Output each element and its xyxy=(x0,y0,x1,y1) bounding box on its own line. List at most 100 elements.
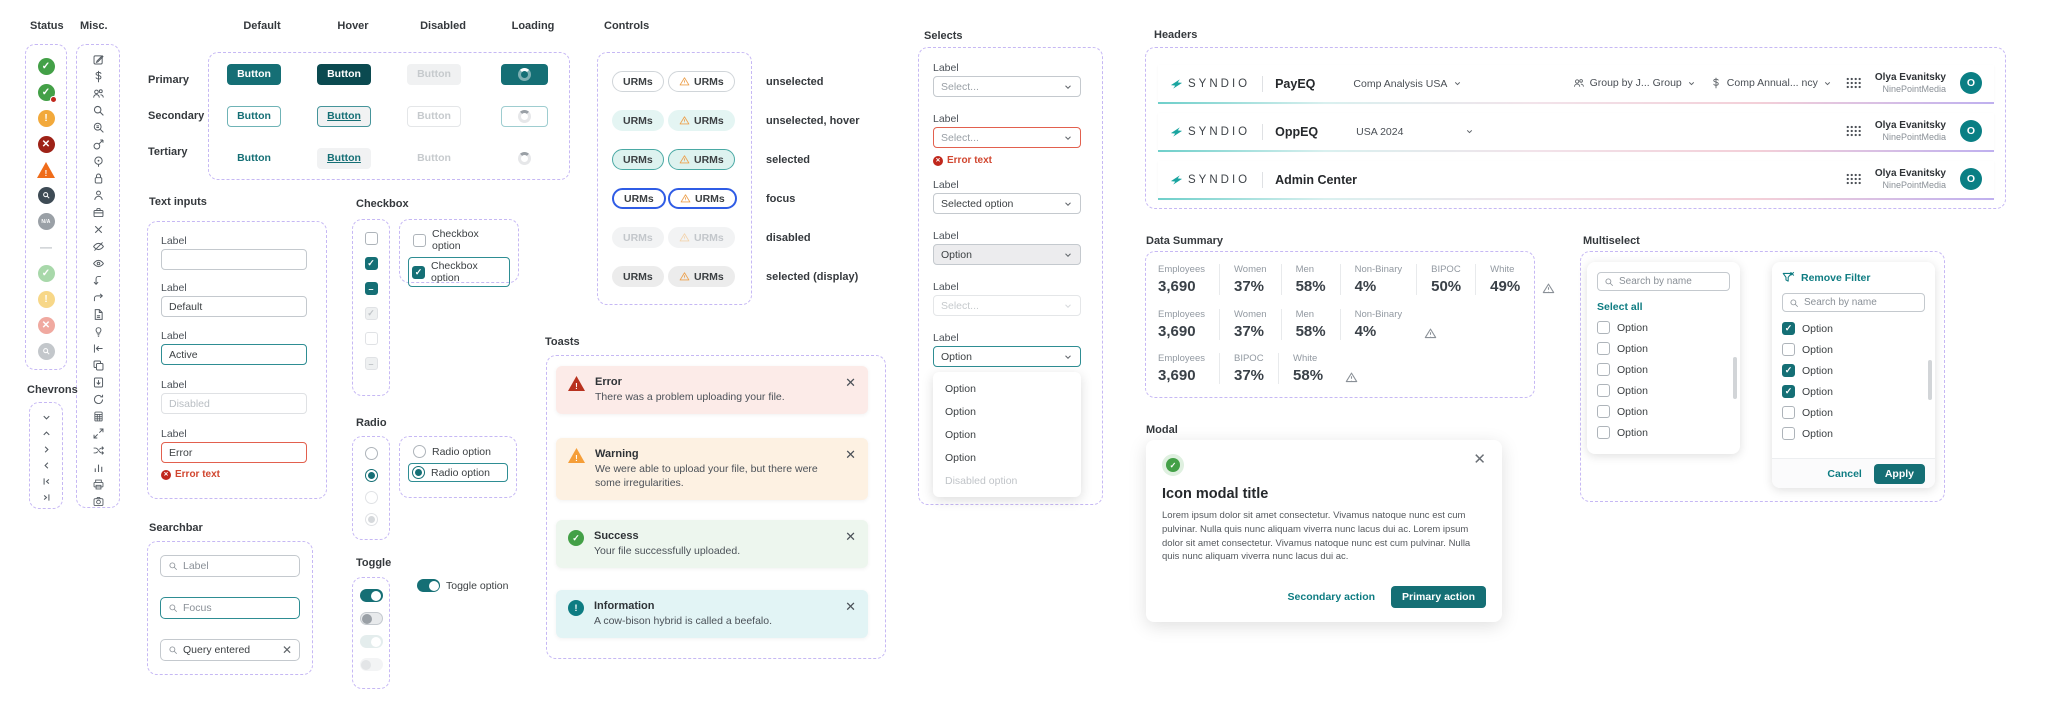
multiselect-option[interactable]: Option xyxy=(1597,321,1730,334)
radio-unchecked[interactable] xyxy=(364,447,378,460)
multiselect-option[interactable]: ✓ Option xyxy=(1782,385,1925,398)
checkbox-checked[interactable]: ✓ xyxy=(1782,385,1795,398)
checkbox-unchecked[interactable] xyxy=(1597,384,1610,397)
radio-checked[interactable] xyxy=(412,466,425,479)
search-input[interactable] xyxy=(183,602,292,614)
checkbox-unchecked[interactable] xyxy=(364,232,378,245)
text-input-default[interactable] xyxy=(161,296,307,317)
multiselect-option[interactable]: Option xyxy=(1597,363,1730,376)
secondary-button-default[interactable]: Button xyxy=(227,105,281,127)
text-input-error[interactable] xyxy=(161,442,307,463)
urms-pill-warn-unselected[interactable]: URMs xyxy=(668,71,735,92)
scrollbar[interactable] xyxy=(1733,357,1737,399)
multiselect-option[interactable]: Option xyxy=(1782,406,1925,419)
multiselect-option[interactable]: Option xyxy=(1597,426,1730,439)
dropdown-option[interactable]: Option xyxy=(945,382,976,395)
searchbar-entered[interactable]: ✕ xyxy=(160,639,300,661)
primary-button-loading[interactable] xyxy=(500,63,548,85)
checkbox-option-row-focused[interactable]: ✓ Checkbox option xyxy=(408,257,510,287)
checkbox-unchecked[interactable] xyxy=(1597,342,1610,355)
search-input[interactable] xyxy=(183,644,277,656)
text-input-active[interactable] xyxy=(161,344,307,365)
dropdown-option[interactable]: Option xyxy=(945,428,976,441)
searchbar-default[interactable] xyxy=(160,555,300,577)
secondary-button-hover[interactable]: Button xyxy=(317,105,371,127)
syndio-logo[interactable]: SYNDIO xyxy=(1170,77,1250,91)
scrollbar[interactable] xyxy=(1928,360,1932,400)
apply-button[interactable]: Apply xyxy=(1873,463,1925,484)
close-icon[interactable]: ✕ xyxy=(1473,451,1486,468)
toggle-on[interactable] xyxy=(359,589,383,602)
checkbox-unchecked[interactable] xyxy=(1597,405,1610,418)
primary-button-disabled[interactable]: Button xyxy=(407,63,461,85)
checkbox-checked[interactable]: ✓ xyxy=(364,257,378,270)
checkbox-unchecked[interactable] xyxy=(1597,426,1610,439)
tertiary-button-disabled[interactable]: Button xyxy=(407,148,461,169)
tertiary-button-loading[interactable] xyxy=(501,148,548,169)
urms-pill-focus[interactable]: URMs xyxy=(612,188,666,209)
select-open[interactable]: Option xyxy=(933,346,1081,367)
urms-pill-warn-selected[interactable]: URMs xyxy=(668,149,735,170)
cancel-button[interactable]: Cancel xyxy=(1827,467,1862,480)
group-by-dropdown[interactable]: Group by J... Group xyxy=(1573,77,1696,89)
radio-option-row[interactable]: Radio option xyxy=(413,445,508,458)
app-grid-icon[interactable] xyxy=(1846,125,1861,137)
secondary-button-disabled[interactable]: Button xyxy=(407,105,461,127)
primary-button-hover[interactable]: Button xyxy=(317,63,371,85)
close-icon[interactable]: ✕ xyxy=(845,447,856,462)
select-default[interactable]: Select... xyxy=(933,76,1081,97)
dropdown-option[interactable]: Option xyxy=(945,451,976,464)
toggle-on[interactable] xyxy=(417,579,440,592)
checkbox-indeterminate[interactable]: – xyxy=(364,282,378,295)
select-all-link[interactable]: Select all xyxy=(1597,301,1643,313)
search-input[interactable] xyxy=(1804,297,1918,308)
text-input-empty[interactable] xyxy=(161,249,307,270)
clear-search-icon[interactable]: ✕ xyxy=(281,643,292,657)
urms-pill-warn-focus[interactable]: URMs xyxy=(668,188,737,209)
tertiary-button-hover[interactable]: Button xyxy=(317,147,371,169)
urms-pill-warn-hover[interactable]: URMs xyxy=(668,110,735,131)
multiselect-option[interactable]: ✓ Option xyxy=(1782,322,1925,335)
syndio-logo[interactable]: SYNDIO xyxy=(1170,173,1250,187)
multiselect-option[interactable]: Option xyxy=(1597,405,1730,418)
avatar[interactable]: O xyxy=(1960,120,1982,143)
primary-button-default[interactable]: Button xyxy=(227,63,281,85)
multiselect-search[interactable] xyxy=(1597,272,1730,291)
context-dropdown[interactable]: USA 2024 xyxy=(1356,126,1474,138)
checkbox-unchecked[interactable] xyxy=(413,233,426,247)
checkbox-checked[interactable]: ✓ xyxy=(1782,364,1795,377)
remove-filter-button[interactable]: Remove Filter xyxy=(1782,271,1925,284)
checkbox-checked[interactable]: ✓ xyxy=(1782,322,1795,335)
search-input[interactable] xyxy=(1619,276,1723,287)
urms-pill-hover[interactable]: URMs xyxy=(612,110,664,131)
avatar[interactable]: O xyxy=(1960,72,1982,95)
radio-checked[interactable] xyxy=(364,469,378,482)
context-dropdown[interactable]: Comp Analysis USA xyxy=(1353,78,1462,90)
multiselect-option[interactable]: Option xyxy=(1782,427,1925,440)
select-error[interactable]: Select... xyxy=(933,127,1081,148)
dropdown-option[interactable]: Option xyxy=(945,405,976,418)
multiselect-option[interactable]: Option xyxy=(1597,342,1730,355)
urms-pill-selected[interactable]: URMs xyxy=(612,149,664,170)
multiselect-option[interactable]: Option xyxy=(1597,384,1730,397)
avatar[interactable]: O xyxy=(1960,168,1982,191)
select-selected[interactable]: Selected option xyxy=(933,193,1081,214)
comp-dropdown[interactable]: Comp Annual... ncy xyxy=(1710,77,1832,89)
secondary-button-loading[interactable] xyxy=(500,105,548,127)
checkbox-unchecked[interactable] xyxy=(1782,406,1795,419)
checkbox-checked[interactable]: ✓ xyxy=(412,265,425,279)
multiselect-search[interactable] xyxy=(1782,293,1925,312)
close-icon[interactable]: ✕ xyxy=(845,375,856,390)
checkbox-option-row[interactable]: Checkbox option xyxy=(413,228,510,252)
syndio-logo[interactable]: SYNDIO xyxy=(1170,125,1250,139)
secondary-action-button[interactable]: Secondary action xyxy=(1287,591,1376,603)
app-grid-icon[interactable] xyxy=(1846,173,1861,185)
radio-option-row-focused[interactable]: Radio option xyxy=(408,463,508,482)
toggle-off[interactable] xyxy=(359,612,383,625)
checkbox-unchecked[interactable] xyxy=(1782,343,1795,356)
checkbox-unchecked[interactable] xyxy=(1782,427,1795,440)
checkbox-unchecked[interactable] xyxy=(1597,321,1610,334)
multiselect-option[interactable]: Option xyxy=(1782,343,1925,356)
search-input[interactable] xyxy=(183,560,292,572)
toggle-option-row[interactable]: Toggle option xyxy=(417,579,508,592)
